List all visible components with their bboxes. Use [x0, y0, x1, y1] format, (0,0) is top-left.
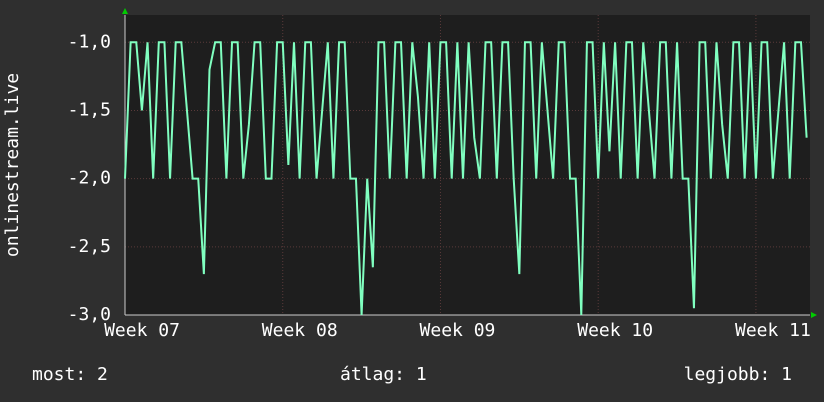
x-tick-label: Week 10 [577, 320, 653, 341]
x-tick-label: Week 07 [104, 320, 180, 341]
x-tick-label: Week 08 [262, 320, 338, 341]
stat-average: átlag: 1 [340, 364, 427, 385]
axis-arrow [122, 8, 128, 14]
stat-best: legjobb: 1 [684, 364, 792, 385]
x-tick-label: Week 09 [420, 320, 496, 341]
y-tick-label: -1,5 [68, 99, 111, 120]
axis-arrow [811, 312, 817, 318]
data-line [124, 41, 808, 316]
x-tick-label: Week 11 [735, 320, 811, 341]
y-axis-label: onlinestream.live [2, 73, 23, 257]
y-tick-label: -2,5 [68, 236, 111, 257]
y-tick-label: -3,0 [68, 304, 111, 325]
y-tick-label: -2,0 [68, 168, 111, 189]
y-tick-label: -1,0 [68, 31, 111, 52]
stat-current: most: 2 [32, 364, 108, 385]
